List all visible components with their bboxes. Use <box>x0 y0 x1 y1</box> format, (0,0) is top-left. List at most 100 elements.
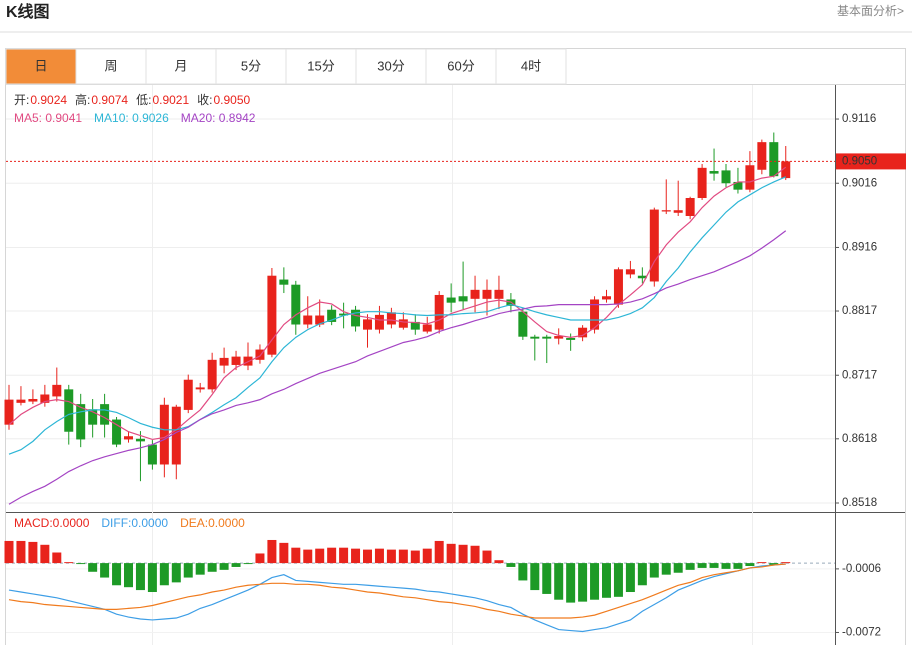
y-tick-label: 0.8916 <box>842 241 877 253</box>
macd-bar <box>88 563 98 572</box>
header-title: K线图 <box>6 2 50 21</box>
tab-label[interactable]: 5分 <box>241 58 261 73</box>
info-label: 低: <box>136 93 151 107</box>
tab-label[interactable]: 周 <box>104 58 117 73</box>
macd-bar <box>506 563 516 567</box>
macd-bar <box>303 549 313 564</box>
candle-body <box>673 210 683 213</box>
candle-body <box>100 404 110 425</box>
candle-body <box>351 309 361 327</box>
candle-body <box>470 289 480 299</box>
macd-bar <box>351 548 361 564</box>
candle-body <box>578 327 588 338</box>
macd-bar <box>147 563 157 593</box>
candle-body <box>171 406 181 465</box>
tab-label[interactable]: 4时 <box>521 58 541 73</box>
macd-bar <box>207 563 217 572</box>
candle-body <box>398 319 408 328</box>
tab[interactable] <box>5 48 77 85</box>
macd-bar <box>374 548 384 564</box>
macd-bar <box>112 563 122 586</box>
candle-body <box>207 359 217 390</box>
tab[interactable] <box>285 48 357 85</box>
info-value: 0.9050 <box>213 93 250 107</box>
macd-bar <box>554 563 564 600</box>
macd-bar <box>733 563 743 569</box>
macd-bar <box>386 549 396 564</box>
macd-bar <box>135 563 145 591</box>
macd-bar <box>625 563 635 593</box>
macd-bar <box>518 563 528 581</box>
candle-body <box>303 315 313 325</box>
tab-label[interactable]: 月 <box>174 58 187 73</box>
candle-body <box>625 269 635 275</box>
macd-bar <box>530 563 540 591</box>
macd-bar <box>410 550 420 564</box>
macd-bar <box>124 563 133 588</box>
macd-bar <box>637 563 647 586</box>
tab[interactable] <box>495 48 567 85</box>
tab[interactable] <box>145 48 217 85</box>
candle-body <box>637 275 647 279</box>
info-value: 0.9074 <box>91 93 128 107</box>
y-tick-label: 0.9116 <box>842 113 876 125</box>
candle-body <box>4 399 14 425</box>
candle-body <box>52 384 62 397</box>
macd-bar <box>315 548 325 564</box>
candle-body <box>64 389 74 432</box>
macd-bar <box>291 547 301 564</box>
macd-bar <box>781 562 791 564</box>
macd-bar <box>40 544 50 564</box>
macd-bar <box>4 540 14 564</box>
candle-body <box>135 438 145 442</box>
tab-label[interactable]: 30分 <box>377 58 404 73</box>
candle-body <box>590 299 600 330</box>
candle-body <box>745 165 755 190</box>
candle-body <box>374 314 384 330</box>
legend-entry: DEA:0.0000 <box>180 516 245 530</box>
candle-body <box>733 181 743 190</box>
macd-bar <box>757 562 767 564</box>
candle-body <box>661 210 671 212</box>
candle-body <box>709 171 719 174</box>
macd-bar <box>267 539 277 564</box>
candle-body <box>757 142 767 170</box>
tab-label[interactable]: 15分 <box>307 58 334 73</box>
macd-bar <box>219 563 229 570</box>
candle-body <box>434 294 444 330</box>
line-series <box>8 563 786 619</box>
macd-bar <box>602 563 611 598</box>
macd-bar <box>721 563 731 569</box>
candle-body <box>542 336 552 339</box>
candle-body <box>339 313 349 316</box>
tab[interactable] <box>75 48 147 85</box>
candle-body <box>386 312 396 325</box>
macd-bar <box>398 549 408 564</box>
macd-bar <box>195 563 205 575</box>
line-series <box>8 176 786 455</box>
candle-body <box>124 436 133 440</box>
header-link[interactable]: 基本面分析> <box>837 4 904 18</box>
candle-body <box>112 419 122 445</box>
candle-body <box>602 296 611 300</box>
candle-body <box>219 357 229 366</box>
line-series <box>8 563 786 633</box>
candle-body <box>231 356 241 365</box>
y-tick-label: 0.8817 <box>842 305 877 317</box>
macd-bar <box>28 541 38 564</box>
tab-label[interactable]: 日 <box>34 58 47 73</box>
legend-entry: MA20: 0.8942 <box>181 111 256 125</box>
candle-body <box>769 142 779 177</box>
candle-body <box>267 275 277 355</box>
candle-body <box>482 289 492 299</box>
macd-bar <box>566 563 576 603</box>
macd-bar <box>494 560 504 564</box>
candle-body <box>291 284 301 325</box>
candle-body <box>195 387 205 390</box>
tab-label[interactable]: 60分 <box>447 58 474 73</box>
candle-body <box>422 324 432 332</box>
macd-bar <box>446 543 456 564</box>
candle-body <box>255 349 265 360</box>
macd-bar <box>697 563 707 568</box>
line-series <box>8 166 787 441</box>
